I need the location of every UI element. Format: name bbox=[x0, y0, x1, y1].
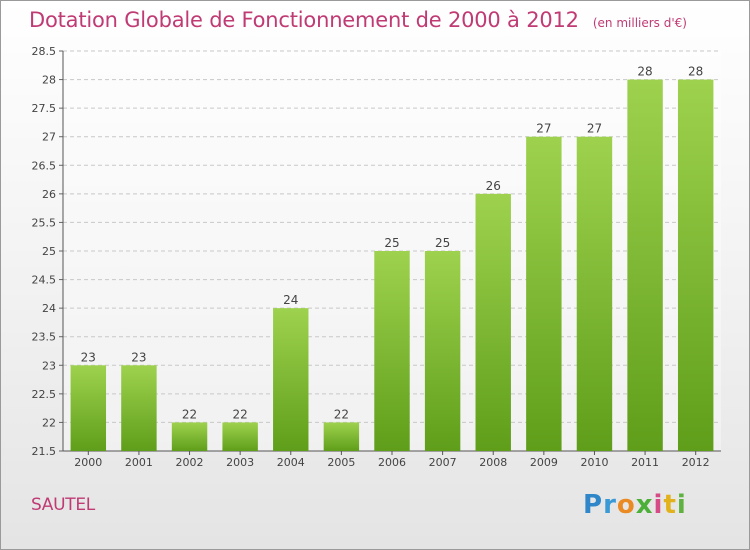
chart-title: Dotation Globale de Fonctionnement de 20… bbox=[29, 8, 687, 32]
town-name: SAUTEL bbox=[31, 495, 95, 515]
x-tick-label: 2012 bbox=[682, 456, 710, 469]
bar bbox=[627, 79, 663, 452]
bar-value-label: 26 bbox=[486, 179, 501, 193]
bar bbox=[273, 308, 309, 451]
bar-value-label: 24 bbox=[283, 293, 298, 307]
y-tick-label: 27.5 bbox=[32, 102, 57, 115]
bar bbox=[121, 365, 157, 451]
x-tick-label: 2003 bbox=[226, 456, 254, 469]
bar bbox=[526, 136, 562, 451]
bar bbox=[374, 251, 410, 451]
bar bbox=[171, 422, 208, 451]
y-tick-label: 23.5 bbox=[32, 331, 57, 344]
y-tick-label: 28.5 bbox=[32, 45, 57, 58]
x-tick-label: 2005 bbox=[327, 456, 355, 469]
x-tick-label: 2004 bbox=[277, 456, 305, 469]
bar-value-label: 28 bbox=[637, 65, 652, 79]
y-tick-label: 26.5 bbox=[32, 159, 57, 172]
y-tick-label: 22 bbox=[42, 416, 56, 429]
bar-value-label: 22 bbox=[334, 407, 349, 421]
title-text: Dotation Globale de Fonctionnement de 20… bbox=[29, 8, 579, 32]
bar-value-label: 22 bbox=[233, 407, 248, 421]
y-tick-label: 25 bbox=[42, 245, 56, 258]
y-tick-label: 26 bbox=[42, 188, 56, 201]
bar-value-label: 25 bbox=[435, 236, 450, 250]
x-tick-label: 2010 bbox=[580, 456, 608, 469]
x-tick-label: 2001 bbox=[125, 456, 153, 469]
x-tick-label: 2007 bbox=[429, 456, 457, 469]
x-tick-label: 2011 bbox=[631, 456, 659, 469]
bar-value-label: 23 bbox=[81, 350, 96, 364]
bar bbox=[70, 365, 107, 451]
bar bbox=[677, 79, 714, 452]
bar bbox=[576, 136, 613, 451]
bar bbox=[222, 422, 258, 451]
x-tick-label: 2006 bbox=[378, 456, 406, 469]
title-unit: (en milliers d'€) bbox=[592, 16, 687, 30]
x-tick-label: 2008 bbox=[479, 456, 507, 469]
bar bbox=[424, 251, 461, 451]
bar-value-label: 27 bbox=[587, 122, 602, 136]
y-tick-label: 22.5 bbox=[32, 388, 57, 401]
bar bbox=[323, 422, 360, 451]
y-tick-label: 27 bbox=[42, 131, 56, 144]
proxiti-logo: Proxiti bbox=[583, 490, 687, 520]
y-tick-label: 24.5 bbox=[32, 274, 57, 287]
bar bbox=[475, 193, 511, 451]
bar-value-label: 22 bbox=[182, 407, 197, 421]
bar-value-label: 28 bbox=[688, 65, 703, 79]
x-tick-label: 2009 bbox=[530, 456, 558, 469]
y-tick-label: 23 bbox=[42, 359, 56, 372]
y-tick-label: 28 bbox=[42, 74, 56, 87]
x-tick-label: 2000 bbox=[74, 456, 102, 469]
x-tick-label: 2002 bbox=[176, 456, 204, 469]
y-tick-label: 21.5 bbox=[32, 445, 57, 458]
bar-value-label: 27 bbox=[536, 122, 551, 136]
y-tick-label: 24 bbox=[42, 302, 56, 315]
bar-value-label: 25 bbox=[384, 236, 399, 250]
y-tick-label: 25.5 bbox=[32, 216, 57, 229]
bar-value-label: 23 bbox=[131, 350, 146, 364]
